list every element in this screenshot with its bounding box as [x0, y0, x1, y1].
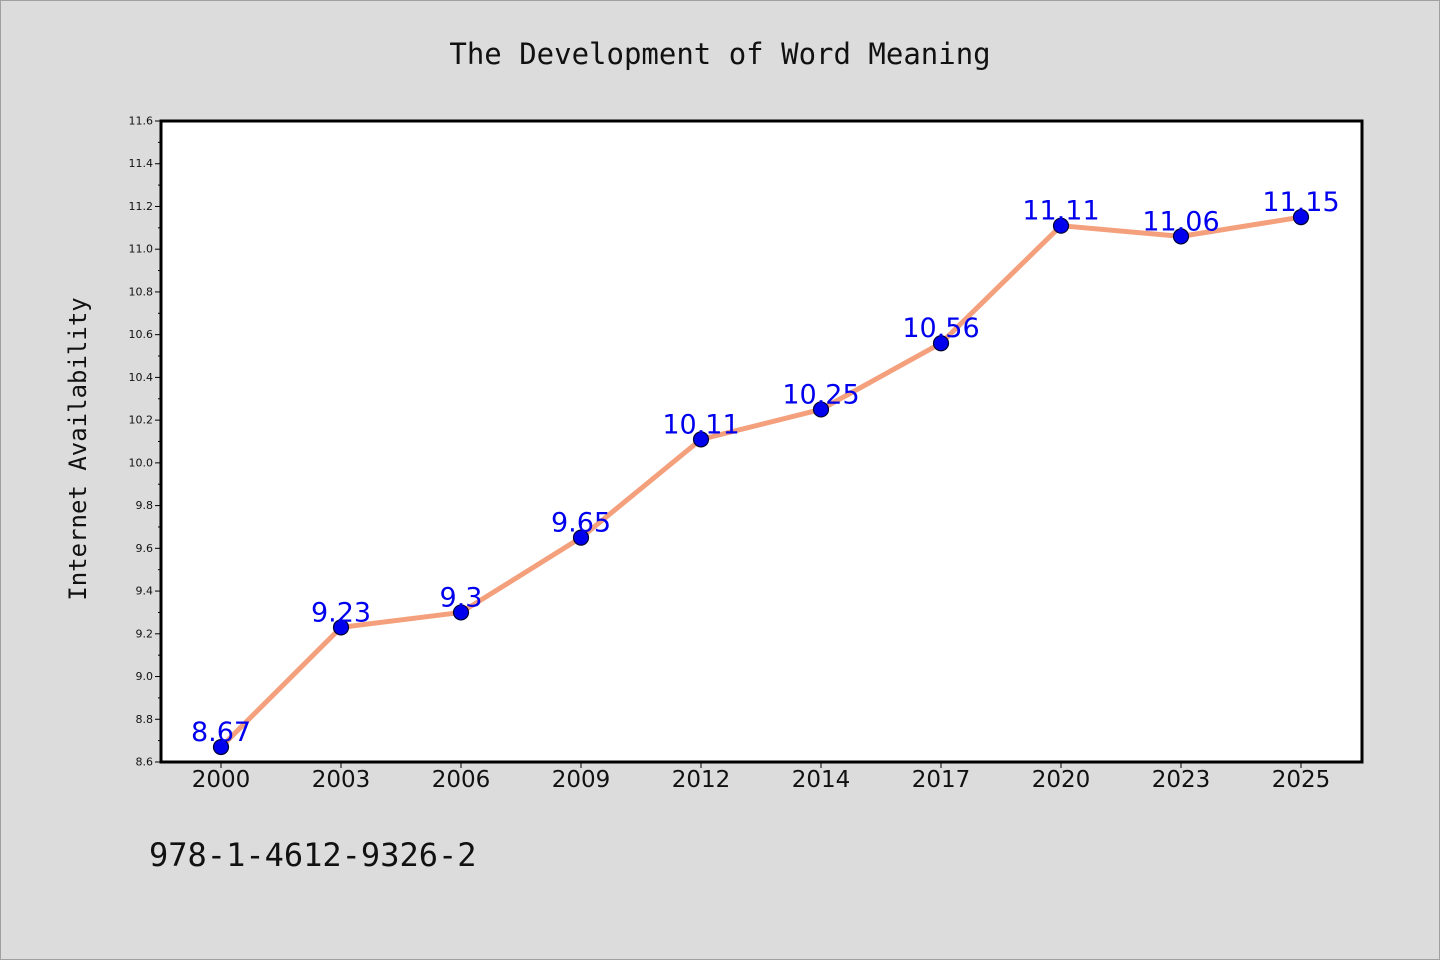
- isbn-text: 978-1-4612-9326-2: [149, 836, 477, 874]
- x-tick-label: 2003: [312, 767, 371, 793]
- plot-frame: [159, 119, 1364, 764]
- x-tick-label: 2009: [552, 767, 611, 793]
- y-tick-label: 8.8: [136, 713, 154, 726]
- y-tick-label: 10.8: [129, 285, 154, 298]
- x-tick-label: 2006: [432, 767, 491, 793]
- y-tick-label: 9.4: [136, 585, 154, 598]
- y-tick-label: 10.0: [129, 456, 154, 469]
- x-tick-label: 2000: [192, 767, 251, 793]
- data-point-marker: [812, 401, 830, 418]
- x-tick-label: 2012: [672, 767, 731, 793]
- y-tick-label: 9.0: [136, 670, 154, 683]
- data-label: 11.11: [1022, 196, 1099, 227]
- data-label: 9.65: [551, 508, 611, 539]
- data-point-marker: [572, 529, 590, 546]
- y-axis-label: Internet Availability: [64, 297, 92, 600]
- y-tick-label: 10.6: [129, 328, 154, 341]
- y-tick-label: 10.2: [129, 414, 154, 427]
- x-tick-label: 2023: [1152, 767, 1211, 793]
- data-label: 8.67: [191, 717, 251, 748]
- data-label: 10.56: [902, 313, 979, 344]
- y-tick-label: 9.2: [136, 627, 154, 640]
- y-tick-label: 9.6: [136, 542, 154, 555]
- x-tick-label: 2020: [1032, 767, 1091, 793]
- plot-area: [161, 121, 1362, 762]
- data-label: 10.11: [662, 409, 739, 440]
- y-tick-label: 11.2: [129, 200, 154, 213]
- y-tick-label: 11.6: [129, 115, 154, 128]
- data-point-marker: [692, 431, 710, 448]
- series-line: [218, 214, 1304, 750]
- y-tick-label: 11.0: [129, 243, 154, 256]
- data-label: 10.25: [782, 379, 859, 410]
- y-tick-label: 11.4: [129, 157, 154, 170]
- data-point-marker: [1292, 209, 1310, 226]
- y-tick-label: 8.6: [136, 756, 154, 769]
- data-point-marker: [332, 619, 350, 636]
- y-tick-label: 9.8: [136, 499, 154, 512]
- data-point-marker: [1052, 217, 1070, 234]
- data-label: 11.06: [1142, 206, 1219, 237]
- data-label: 9.23: [311, 597, 371, 628]
- data-point-marker: [212, 738, 230, 756]
- data-label: 9.3: [440, 582, 483, 613]
- chart-title: The Development of Word Meaning: [449, 37, 990, 71]
- data-label: 11.15: [1262, 187, 1339, 218]
- x-tick-label: 2017: [912, 767, 971, 793]
- y-tick-label: 10.4: [129, 371, 154, 384]
- x-tick-label: 2025: [1272, 767, 1331, 793]
- data-point-marker: [932, 335, 950, 352]
- data-point-marker: [1172, 228, 1190, 245]
- x-tick-label: 2014: [792, 767, 851, 793]
- data-point-marker: [452, 604, 470, 621]
